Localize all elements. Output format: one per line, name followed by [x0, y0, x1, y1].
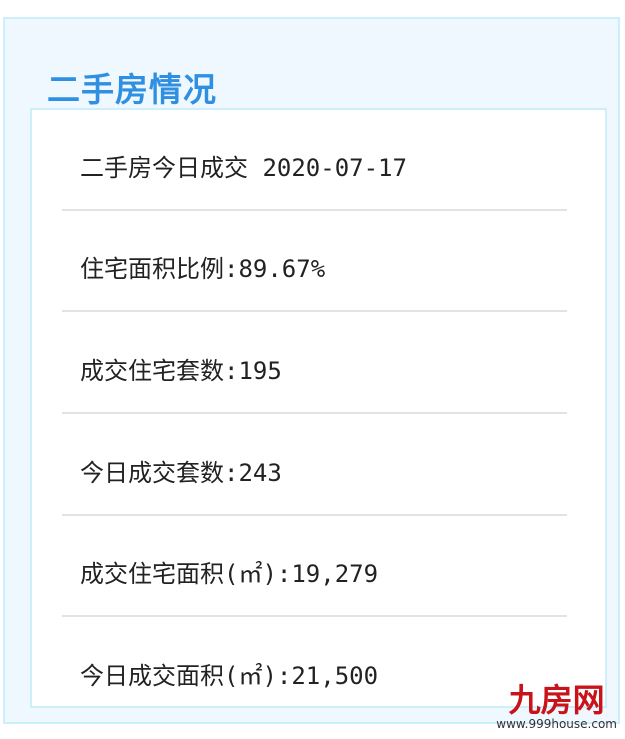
watermark: 九房网 www.999house.com [496, 683, 617, 731]
stat-text: 今日成交面积(㎡):21,500 [80, 662, 379, 690]
list-item: 今日成交面积(㎡):21,500 [62, 618, 567, 719]
list-item: 二手房今日成交 2020-07-17 [62, 110, 567, 211]
stat-text: 今日成交套数:243 [80, 459, 282, 487]
stat-text: 成交住宅套数:195 [80, 357, 282, 385]
watermark-url: www.999house.com [496, 717, 617, 731]
watermark-logo: 九房网 [508, 681, 605, 719]
list-item: 今日成交套数:243 [62, 415, 567, 516]
stat-text: 二手房今日成交 2020-07-17 [80, 154, 407, 182]
panel-title: 二手房情况 [47, 70, 217, 109]
stats-list: 二手房今日成交 2020-07-17 住宅面积比例:89.67% 成交住宅套数:… [30, 108, 607, 708]
list-item: 成交住宅面积(㎡):19,279 [62, 516, 567, 617]
list-item: 成交住宅套数:195 [62, 313, 567, 414]
stat-text: 住宅面积比例:89.67% [80, 255, 326, 283]
list-item: 住宅面积比例:89.67% [62, 211, 567, 312]
stat-text: 成交住宅面积(㎡):19,279 [80, 560, 379, 588]
